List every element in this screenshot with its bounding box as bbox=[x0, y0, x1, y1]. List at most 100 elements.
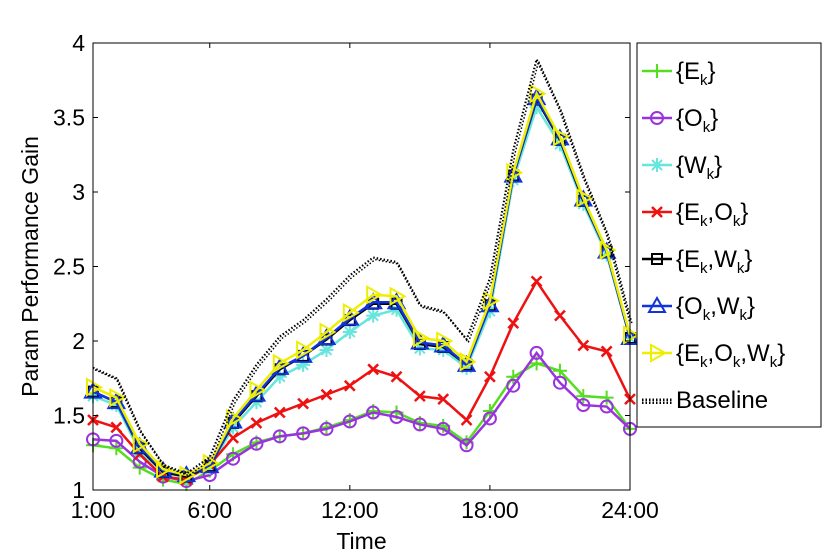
x-tick-label: 1:00 bbox=[71, 497, 116, 523]
data-point-EO bbox=[227, 431, 239, 444]
data-point-OW bbox=[316, 328, 337, 346]
legend-label: {Ok} bbox=[676, 105, 718, 136]
data-point-EOW bbox=[156, 459, 174, 479]
data-point-EO bbox=[577, 339, 590, 352]
data-point-EOW bbox=[342, 302, 360, 323]
data-point-EOW bbox=[576, 188, 594, 208]
legend-marker bbox=[651, 253, 663, 265]
data-point-O bbox=[109, 433, 124, 448]
data-point-W bbox=[296, 357, 311, 372]
data-point-OW bbox=[293, 345, 313, 363]
data-point-O bbox=[576, 398, 591, 413]
data-point-OW bbox=[526, 88, 547, 106]
legend-item-OW: {Ok,Wk} bbox=[642, 293, 755, 324]
data-point-OW bbox=[596, 241, 617, 259]
legend-marker bbox=[647, 295, 667, 313]
data-point-W bbox=[272, 369, 287, 384]
data-point-EOW bbox=[599, 240, 617, 260]
data-point-W bbox=[436, 342, 451, 357]
data-point-EOW bbox=[249, 380, 267, 400]
y-tick-label: 2.5 bbox=[53, 254, 85, 280]
data-point-EO bbox=[390, 370, 403, 383]
legend-box bbox=[636, 42, 822, 428]
data-point-EO bbox=[507, 317, 520, 330]
data-point-EOW bbox=[109, 387, 127, 408]
data-point-OW bbox=[480, 295, 500, 313]
legend-item-EO: {Ek,Ok} bbox=[642, 199, 748, 230]
data-point-O bbox=[529, 345, 544, 360]
y-tick-label: 2 bbox=[72, 328, 85, 354]
data-point-EO bbox=[110, 421, 123, 434]
legend-label: {Ek} bbox=[676, 58, 716, 89]
data-point-W bbox=[319, 342, 334, 357]
legend-item-B: Baseline bbox=[642, 387, 768, 414]
y-tick-label: 1.5 bbox=[53, 403, 85, 429]
x-tick-label: 24:00 bbox=[601, 497, 659, 523]
legend-marker bbox=[650, 343, 668, 363]
legend-item-EOW: {Ek,Ok,Wk} bbox=[642, 340, 785, 371]
x-axis-title: Time bbox=[336, 528, 386, 554]
data-point-E bbox=[576, 389, 591, 404]
legend-label: Baseline bbox=[676, 387, 768, 414]
data-point-O bbox=[412, 417, 427, 432]
data-point-E bbox=[109, 441, 124, 456]
data-point-EOW bbox=[202, 453, 220, 473]
data-point-EO bbox=[297, 397, 310, 410]
data-point-EO bbox=[600, 345, 613, 358]
data-point-EO bbox=[413, 390, 426, 403]
data-point-O bbox=[389, 409, 404, 424]
data-point-EOW bbox=[366, 285, 384, 305]
data-point-EOW bbox=[86, 377, 104, 397]
data-point-EO bbox=[530, 275, 543, 288]
data-point-EO bbox=[273, 406, 286, 419]
data-point-O bbox=[319, 421, 334, 436]
data-point-W bbox=[109, 398, 124, 413]
data-point-W bbox=[459, 360, 474, 375]
legend-marker bbox=[650, 64, 664, 78]
data-point-EO bbox=[367, 363, 380, 376]
data-point-EO bbox=[484, 370, 496, 383]
data-point-O bbox=[482, 411, 497, 426]
x-tick-label: 6:00 bbox=[187, 497, 232, 523]
legend: {Ek} {Ok} {Wk} {Ek,Ok} {Ek,Wk} {Ok,Wk} {Ek,Ok,… bbox=[636, 42, 822, 428]
series-line-EOW bbox=[92, 90, 632, 477]
data-point-EOW bbox=[226, 408, 244, 429]
data-point-W bbox=[132, 444, 147, 459]
series-EOW bbox=[86, 83, 641, 485]
data-point-EOW bbox=[132, 434, 150, 454]
legend-label: {Ek,Ok} bbox=[676, 199, 748, 230]
legend-item-EW: {Ek,Wk} bbox=[642, 246, 752, 277]
data-point-O bbox=[296, 426, 311, 441]
data-point-EO bbox=[554, 309, 566, 322]
data-point-EOW bbox=[459, 352, 477, 372]
data-point-O bbox=[226, 451, 241, 466]
data-point-EOW bbox=[506, 162, 524, 183]
y-tick-label: 1 bbox=[72, 477, 85, 503]
data-point-OW bbox=[550, 128, 570, 146]
data-point-OW bbox=[106, 392, 127, 410]
data-point-E bbox=[552, 363, 567, 378]
legend-marker bbox=[651, 206, 663, 218]
data-point-E bbox=[506, 369, 521, 384]
data-point-EO bbox=[320, 388, 333, 401]
data-point-O bbox=[459, 438, 474, 453]
data-point-EOW bbox=[319, 322, 337, 342]
data-point-O bbox=[552, 375, 567, 390]
data-point-EO bbox=[437, 393, 450, 405]
x-tick-label: 18:00 bbox=[461, 497, 519, 523]
data-point-EOW bbox=[389, 286, 407, 307]
legend-label: {Ok,Wk} bbox=[676, 293, 755, 324]
data-point-EO bbox=[460, 414, 473, 426]
data-point-OW bbox=[340, 308, 360, 326]
plot-area bbox=[83, 56, 641, 492]
y-tick-label: 3.5 bbox=[53, 105, 85, 131]
series-line-EO bbox=[92, 279, 632, 481]
data-point-O bbox=[366, 405, 381, 420]
legend-marker bbox=[650, 111, 664, 125]
data-point-EOW bbox=[482, 291, 500, 311]
data-point-EOW bbox=[623, 325, 641, 345]
legend-item-E: {Ek} bbox=[642, 58, 716, 89]
data-point-O bbox=[342, 414, 357, 429]
data-point-EOW bbox=[296, 340, 314, 360]
